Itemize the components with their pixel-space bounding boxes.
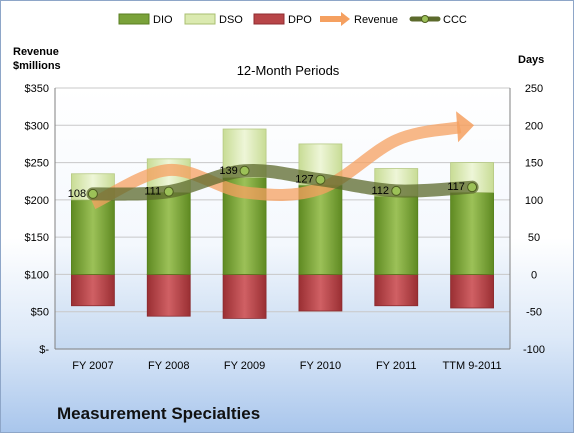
right-tick-label: 250	[525, 83, 543, 95]
gridlines	[55, 87, 510, 350]
ccc-marker	[163, 186, 174, 197]
revenue-arrowhead	[456, 111, 475, 143]
legend-marker-ccc	[421, 15, 429, 23]
ccc-marker	[315, 174, 326, 185]
ccc-line	[86, 163, 479, 201]
ccc-data-label: 112	[371, 185, 389, 197]
lines: 108 111 139 127 112 117	[68, 111, 479, 210]
bar-dio	[374, 195, 419, 275]
right-tick-label: -100	[523, 344, 545, 356]
bar-dpo	[450, 274, 494, 309]
legend-label-dpo: DPO	[288, 14, 312, 26]
category-label: FY 2007	[72, 360, 113, 372]
bar-dpo	[146, 274, 191, 317]
company-name: Measurement Specialties	[57, 404, 261, 423]
legend-label-dio: DIO	[153, 14, 173, 26]
left-axis-label-line1: Revenue	[13, 46, 59, 58]
axes: $- $50 $100 $150 $200 $250 $300 $350 -100 -50 0 50 1…	[25, 83, 546, 372]
legend-label-revenue: Revenue	[354, 14, 398, 26]
right-axis-label: Days	[518, 54, 544, 66]
legend-swatch-dio	[118, 13, 150, 25]
ccc-marker	[467, 182, 478, 193]
bar-dio	[71, 199, 115, 275]
left-tick-label: $150	[25, 232, 49, 244]
legend-swatch-dpo	[253, 13, 285, 25]
left-tick-label: $200	[25, 195, 49, 207]
category-label: FY 2009	[224, 360, 265, 372]
revenue-line	[90, 121, 462, 210]
bar-dpo	[374, 274, 419, 307]
ccc-data-label: 139	[219, 165, 237, 177]
left-tick-label: $350	[25, 83, 49, 95]
bar-dio	[146, 191, 191, 275]
category-label: TTM 9-2011	[443, 360, 502, 372]
ccc-data-label: 117	[447, 181, 465, 193]
bar-dpo	[298, 274, 343, 312]
ccc-marker	[239, 165, 250, 176]
ccc-data-label: 127	[295, 174, 313, 186]
bar-dio	[450, 191, 494, 275]
legend: DIO DSO DPO Revenue CCC	[118, 12, 467, 26]
chart-title: 12-Month Periods	[237, 63, 340, 78]
legend-label-dso: DSO	[219, 14, 243, 26]
right-tick-label: 200	[525, 120, 543, 132]
ccc-marker	[87, 188, 98, 199]
ccc-marker	[391, 185, 402, 196]
left-tick-label: $50	[31, 307, 49, 319]
right-tick-label: 100	[525, 195, 543, 207]
legend-swatch-revenue	[320, 12, 350, 26]
bar-dpo	[71, 274, 115, 307]
left-tick-label: $-	[39, 344, 49, 356]
right-tick-label: 150	[525, 158, 543, 170]
bar-dio	[298, 184, 343, 275]
right-tick-label: 50	[528, 232, 540, 244]
legend-label-ccc: CCC	[443, 14, 467, 26]
left-tick-label: $250	[25, 158, 49, 170]
category-label: FY 2008	[148, 360, 189, 372]
left-tick-label: $100	[25, 269, 49, 281]
right-tick-label: 0	[531, 269, 537, 281]
category-label: FY 2010	[300, 360, 341, 372]
left-tick-label: $300	[25, 120, 49, 132]
ccc-data-label: 111	[144, 186, 161, 198]
category-label: FY 2011	[376, 360, 417, 372]
right-tick-label: -50	[526, 307, 542, 319]
bar-dpo	[222, 274, 267, 319]
left-axis-label-line2: $millions	[13, 60, 61, 72]
legend-swatch-dso	[184, 13, 216, 25]
ccc-data-label: 108	[68, 188, 86, 200]
